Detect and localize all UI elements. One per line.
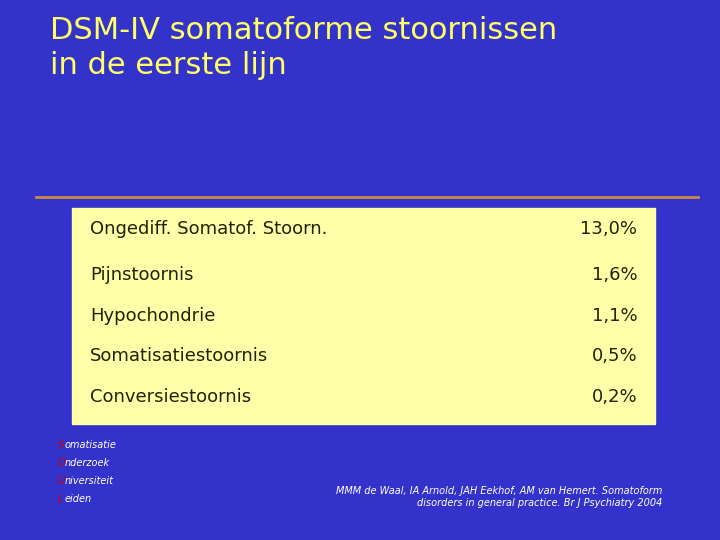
- Text: U: U: [58, 476, 65, 486]
- Text: L: L: [58, 494, 63, 504]
- Text: nderzoek: nderzoek: [65, 458, 110, 468]
- Text: Ongediff. Somatof. Stoorn.: Ongediff. Somatof. Stoorn.: [90, 220, 328, 239]
- Text: 0,2%: 0,2%: [592, 388, 637, 406]
- Text: eiden: eiden: [65, 494, 92, 504]
- Text: niversiteit: niversiteit: [65, 476, 114, 486]
- Text: S: S: [58, 440, 64, 450]
- FancyBboxPatch shape: [72, 208, 655, 424]
- Text: Pijnstoornis: Pijnstoornis: [90, 266, 194, 285]
- Text: MMM de Waal, IA Arnold, JAH Eekhof, AM van Hemert. Somatoform
disorders in gener: MMM de Waal, IA Arnold, JAH Eekhof, AM v…: [336, 486, 662, 508]
- Text: Somatisatiestoornis: Somatisatiestoornis: [90, 347, 269, 366]
- Text: Conversiestoornis: Conversiestoornis: [90, 388, 251, 406]
- Text: DSM-IV somatoforme stoornissen
in de eerste lijn: DSM-IV somatoforme stoornissen in de eer…: [50, 16, 558, 80]
- Text: omatisatie: omatisatie: [65, 440, 117, 450]
- Text: O: O: [58, 458, 66, 468]
- Text: 0,5%: 0,5%: [592, 347, 637, 366]
- Text: 1,1%: 1,1%: [592, 307, 637, 325]
- Text: 1,6%: 1,6%: [592, 266, 637, 285]
- Text: 13,0%: 13,0%: [580, 220, 637, 239]
- Text: Hypochondrie: Hypochondrie: [90, 307, 215, 325]
